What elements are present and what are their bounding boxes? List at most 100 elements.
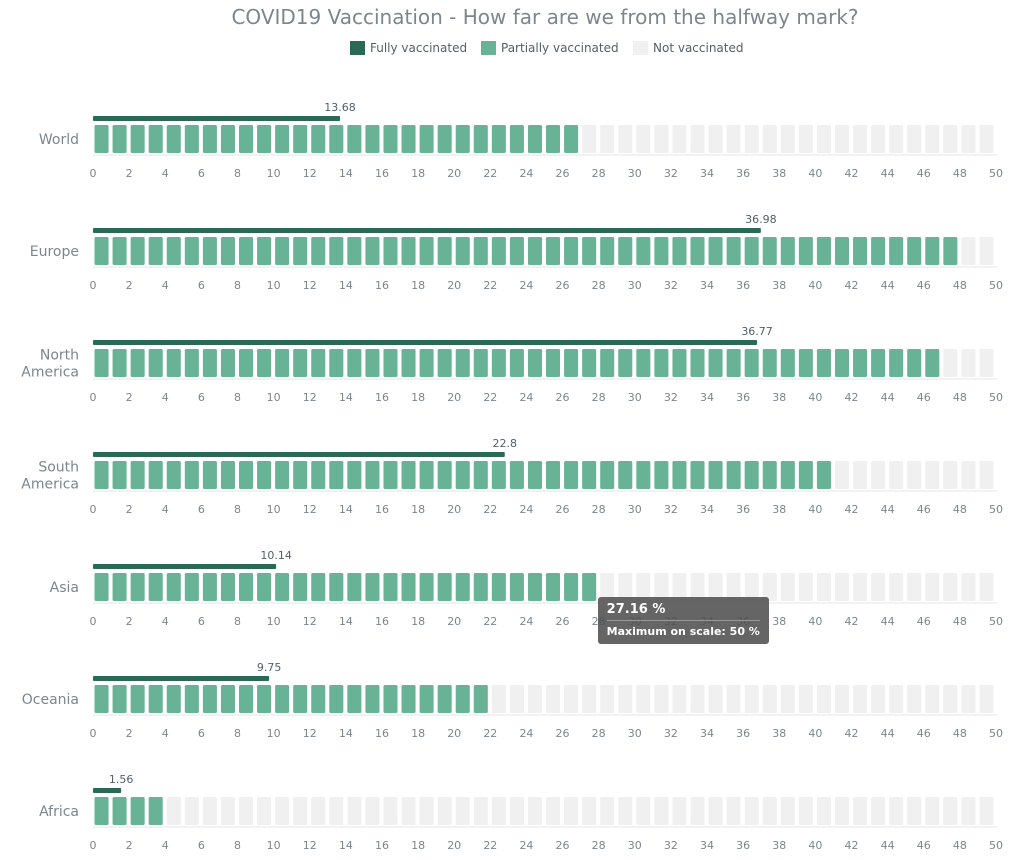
block-partially-vaccinated[interactable] <box>130 461 145 489</box>
block-partially-vaccinated[interactable] <box>148 349 163 377</box>
block-not-vaccinated[interactable] <box>961 461 976 489</box>
block-not-vaccinated[interactable] <box>275 797 290 825</box>
block-not-vaccinated[interactable] <box>816 125 831 153</box>
legend-item-fully-vaccinated[interactable]: Fully vaccinated <box>350 41 467 55</box>
block-partially-vaccinated[interactable] <box>148 797 163 825</box>
block-partially-vaccinated[interactable] <box>473 237 488 265</box>
block-partially-vaccinated[interactable] <box>654 349 669 377</box>
block-partially-vaccinated[interactable] <box>202 125 217 153</box>
block-partially-vaccinated[interactable] <box>130 573 145 601</box>
block-partially-vaccinated[interactable] <box>383 685 398 713</box>
block-partially-vaccinated[interactable] <box>148 461 163 489</box>
block-not-vaccinated[interactable] <box>690 125 705 153</box>
block-not-vaccinated[interactable] <box>762 685 777 713</box>
block-not-vaccinated[interactable] <box>455 797 470 825</box>
block-not-vaccinated[interactable] <box>834 573 850 601</box>
block-partially-vaccinated[interactable] <box>834 237 850 265</box>
block-partially-vaccinated[interactable] <box>202 573 217 601</box>
block-not-vaccinated[interactable] <box>925 685 940 713</box>
block-not-vaccinated[interactable] <box>871 125 886 153</box>
block-partially-vaccinated[interactable] <box>618 237 633 265</box>
block-partially-vaccinated[interactable] <box>94 349 109 377</box>
block-partially-vaccinated[interactable] <box>166 349 181 377</box>
block-partially-vaccinated[interactable] <box>437 125 452 153</box>
block-partially-vaccinated[interactable] <box>202 685 217 713</box>
block-not-vaccinated[interactable] <box>546 685 561 713</box>
block-partially-vaccinated[interactable] <box>401 349 416 377</box>
block-partially-vaccinated[interactable] <box>455 685 470 713</box>
block-not-vaccinated[interactable] <box>889 125 904 153</box>
block-partially-vaccinated[interactable] <box>329 237 344 265</box>
block-not-vaccinated[interactable] <box>672 685 687 713</box>
block-partially-vaccinated[interactable] <box>293 125 308 153</box>
block-not-vaccinated[interactable] <box>257 797 272 825</box>
block-not-vaccinated[interactable] <box>780 125 795 153</box>
block-partially-vaccinated[interactable] <box>546 573 561 601</box>
block-not-vaccinated[interactable] <box>907 685 922 713</box>
block-not-vaccinated[interactable] <box>582 797 597 825</box>
block-partially-vaccinated[interactable] <box>690 461 705 489</box>
block-partially-vaccinated[interactable] <box>889 237 904 265</box>
block-not-vaccinated[interactable] <box>419 797 434 825</box>
fully-vaccinated-bar[interactable] <box>93 452 505 457</box>
block-partially-vaccinated[interactable] <box>816 237 831 265</box>
block-partially-vaccinated[interactable] <box>311 685 326 713</box>
block-partially-vaccinated[interactable] <box>257 685 272 713</box>
block-not-vaccinated[interactable] <box>834 685 850 713</box>
block-not-vaccinated[interactable] <box>834 461 850 489</box>
block-not-vaccinated[interactable] <box>726 125 741 153</box>
block-partially-vaccinated[interactable] <box>112 349 127 377</box>
block-not-vaccinated[interactable] <box>654 797 669 825</box>
block-partially-vaccinated[interactable] <box>220 349 235 377</box>
block-partially-vaccinated[interactable] <box>564 349 579 377</box>
block-partially-vaccinated[interactable] <box>853 237 868 265</box>
block-partially-vaccinated[interactable] <box>401 237 416 265</box>
block-not-vaccinated[interactable] <box>564 685 579 713</box>
block-not-vaccinated[interactable] <box>834 797 850 825</box>
block-not-vaccinated[interactable] <box>744 573 759 601</box>
block-partially-vaccinated[interactable] <box>257 573 272 601</box>
block-partially-vaccinated[interactable] <box>202 349 217 377</box>
block-partially-vaccinated[interactable] <box>365 461 380 489</box>
block-partially-vaccinated[interactable] <box>925 349 940 377</box>
block-not-vaccinated[interactable] <box>491 797 506 825</box>
block-partially-vaccinated[interactable] <box>238 461 254 489</box>
block-partially-vaccinated[interactable] <box>383 349 398 377</box>
block-partially-vaccinated[interactable] <box>347 237 362 265</box>
block-partially-vaccinated[interactable] <box>275 685 290 713</box>
block-partially-vaccinated[interactable] <box>202 461 217 489</box>
block-not-vaccinated[interactable] <box>979 125 994 153</box>
block-partially-vaccinated[interactable] <box>329 573 344 601</box>
block-partially-vaccinated[interactable] <box>329 685 344 713</box>
block-not-vaccinated[interactable] <box>509 685 524 713</box>
block-partially-vaccinated[interactable] <box>419 349 434 377</box>
block-partially-vaccinated[interactable] <box>311 349 326 377</box>
block-partially-vaccinated[interactable] <box>347 125 362 153</box>
block-partially-vaccinated[interactable] <box>780 237 795 265</box>
block-partially-vaccinated[interactable] <box>798 461 813 489</box>
block-partially-vaccinated[interactable] <box>238 685 254 713</box>
block-partially-vaccinated[interactable] <box>744 237 759 265</box>
block-partially-vaccinated[interactable] <box>564 125 579 153</box>
block-partially-vaccinated[interactable] <box>491 237 506 265</box>
block-partially-vaccinated[interactable] <box>455 573 470 601</box>
block-not-vaccinated[interactable] <box>961 125 976 153</box>
block-partially-vaccinated[interactable] <box>853 349 868 377</box>
block-partially-vaccinated[interactable] <box>582 349 597 377</box>
block-not-vaccinated[interactable] <box>600 125 615 153</box>
block-partially-vaccinated[interactable] <box>166 685 181 713</box>
block-not-vaccinated[interactable] <box>744 685 759 713</box>
fully-vaccinated-bar[interactable] <box>93 788 122 793</box>
block-partially-vaccinated[interactable] <box>690 237 705 265</box>
block-partially-vaccinated[interactable] <box>708 461 723 489</box>
block-not-vaccinated[interactable] <box>961 349 976 377</box>
block-partially-vaccinated[interactable] <box>546 237 561 265</box>
block-partially-vaccinated[interactable] <box>112 573 127 601</box>
block-partially-vaccinated[interactable] <box>293 573 308 601</box>
block-partially-vaccinated[interactable] <box>166 237 181 265</box>
block-not-vaccinated[interactable] <box>220 797 235 825</box>
block-partially-vaccinated[interactable] <box>907 237 922 265</box>
block-partially-vaccinated[interactable] <box>726 237 741 265</box>
block-partially-vaccinated[interactable] <box>220 237 235 265</box>
block-partially-vaccinated[interactable] <box>293 349 308 377</box>
